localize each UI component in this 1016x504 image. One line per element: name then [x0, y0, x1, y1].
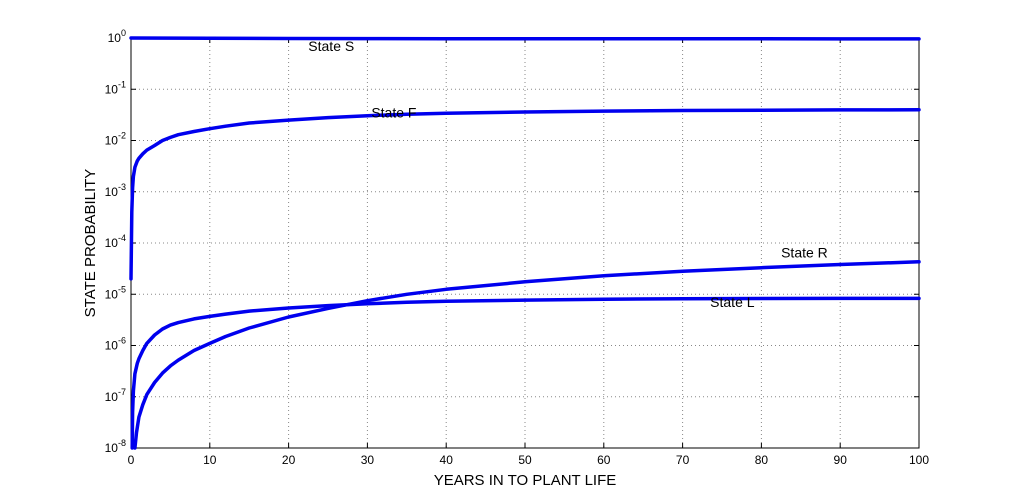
x-tick-label: 10 — [203, 453, 217, 467]
y-tick-labels: 10-8 10-7 10-6 10-5 10-4 10-3 10-2 10-1 100 — [105, 28, 126, 455]
series-line-state-s — [129, 36, 921, 41]
series-line-state-r — [133, 260, 921, 450]
x-tick-label: 0 — [128, 453, 135, 467]
y-tick-label: 10-5 — [105, 284, 126, 301]
x-tick-label: 30 — [361, 453, 375, 467]
y-tick-label: 10-4 — [105, 233, 126, 250]
x-tick-label: 70 — [676, 453, 690, 467]
y-tick-label: 100 — [108, 28, 126, 45]
x-tick-label: 20 — [282, 453, 296, 467]
annotation-state-s: State S — [308, 38, 354, 54]
x-tick-label: 40 — [440, 453, 454, 467]
annotation-state-r: State R — [781, 245, 828, 261]
x-tick-label: 80 — [755, 453, 769, 467]
y-tick-label: 10-6 — [105, 336, 126, 353]
y-tick-label: 10-2 — [105, 131, 126, 148]
x-axis-label: YEARS IN TO PLANT LIFE — [434, 472, 617, 489]
series-line-state-l — [130, 296, 921, 450]
y-tick-label: 10-1 — [105, 79, 126, 96]
x-tick-label: 60 — [597, 453, 611, 467]
x-tick-labels: 0 10 20 30 40 50 60 70 80 90 100 — [128, 453, 930, 467]
x-tick-label: 50 — [518, 453, 532, 467]
x-tick-label: 100 — [909, 453, 929, 467]
series-group — [129, 36, 921, 450]
grid — [131, 38, 919, 448]
y-tick-label: 10-3 — [105, 182, 126, 199]
annotation-state-f: State F — [371, 105, 416, 121]
series-line-state-f — [129, 108, 921, 281]
y-axis-label: STATE PROBABILITY — [82, 169, 99, 318]
y-tick-label: 10-8 — [105, 438, 126, 455]
x-tick-label: 90 — [834, 453, 848, 467]
annotation-state-l: State L — [710, 294, 755, 310]
y-tick-label: 10-7 — [105, 387, 126, 404]
series-annotations: State S State F State R State L — [308, 38, 828, 310]
